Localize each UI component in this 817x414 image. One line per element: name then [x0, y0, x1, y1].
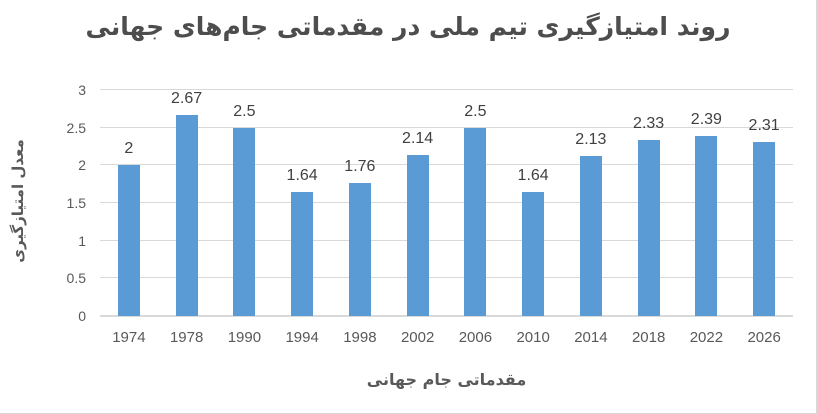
bar-value-label: 2.5	[233, 102, 256, 120]
bar-value-label: 2.13	[575, 130, 607, 148]
bar	[695, 135, 718, 316]
bar	[464, 127, 487, 316]
bar-column: 2.13 2014	[562, 90, 620, 346]
bar	[579, 155, 602, 316]
bar-value-label: 1.64	[517, 167, 549, 185]
bar	[348, 183, 371, 316]
bar-column: 1.64 2010	[504, 90, 562, 346]
x-tick-label: 1978	[169, 329, 204, 346]
bar-value-label: 1.64	[286, 167, 318, 185]
y-tick-label: 0	[78, 308, 86, 324]
bar	[291, 192, 314, 316]
y-tick-label: 1	[78, 232, 86, 249]
x-tick-label: 2026	[747, 329, 781, 346]
bar-value-label: 2.33	[633, 115, 665, 133]
bar-column: 2.67 1978	[158, 89, 216, 346]
x-tick-label: 1990	[227, 329, 262, 346]
y-axis-ticks: 0 0.5 1 1.5 2 2.5 3	[0, 82, 86, 324]
x-tick-label: 1974	[112, 329, 146, 346]
chart-title: روند امتیازگیری تیم ملی در مقدماتی جام‌ه…	[85, 12, 731, 41]
bar-column: 1.76 1998	[331, 90, 389, 346]
x-axis-line	[100, 316, 793, 317]
bar-value-label: 2.67	[171, 89, 203, 107]
bar-value-label: 2.14	[402, 129, 434, 147]
bar-column: 2.5 2006	[447, 90, 505, 346]
plot-area: 2 1974 2.67 1978 2.5 1990 1.64 1994 1.76 1998 2.14…	[100, 89, 793, 346]
bar-column: 1.64 1994	[273, 90, 331, 346]
bar-column: 2 1974	[100, 90, 158, 346]
bar-column: 2.31 2026	[735, 90, 793, 346]
y-tick-label: 2	[78, 157, 86, 174]
bar	[753, 141, 776, 316]
gridline	[100, 315, 793, 316]
x-tick-label: 2002	[400, 329, 435, 346]
x-tick-label: 2018	[631, 329, 666, 346]
bar-columns: 2 1974 2.67 1978 2.5 1990 1.64 1994 1.76 1998 2.14…	[100, 89, 793, 346]
x-axis-title: مقدماتی جام جهانی	[366, 370, 527, 389]
bar	[233, 127, 256, 316]
bar-value-label: 2.31	[748, 116, 780, 134]
bar-column: 2.14 2002	[389, 90, 447, 346]
y-tick-label: 0.5	[66, 270, 86, 287]
bar-column: 2.5 1990	[216, 90, 274, 346]
x-tick-label: 2014	[574, 329, 608, 346]
bar	[406, 154, 429, 316]
x-tick-label: 2010	[516, 329, 550, 346]
bar-value-label: 2.39	[690, 110, 722, 128]
bar-column: 2.39 2022	[678, 90, 736, 346]
gridline	[100, 164, 793, 166]
bar-value-label: 2.5	[464, 102, 487, 120]
y-tick-label: 2.5	[66, 119, 86, 136]
bar-column: 2.33 2018	[620, 90, 678, 346]
gridline	[100, 239, 793, 241]
gridline	[100, 126, 793, 128]
bar	[175, 114, 198, 316]
bar	[117, 165, 140, 316]
bar	[637, 140, 660, 316]
bar-value-label: 1.76	[344, 158, 376, 176]
gridline	[100, 89, 793, 90]
bar-value-label: 2	[124, 140, 134, 158]
gridline	[100, 277, 793, 279]
y-tick-label: 3	[78, 82, 86, 98]
x-tick-label: 2006	[458, 329, 493, 346]
bar	[522, 192, 545, 316]
x-tick-label: 2022	[689, 329, 724, 346]
x-tick-label: 1998	[343, 329, 377, 346]
y-tick-label: 1.5	[66, 195, 86, 211]
x-tick-label: 1994	[285, 329, 319, 346]
gridline	[100, 202, 793, 203]
